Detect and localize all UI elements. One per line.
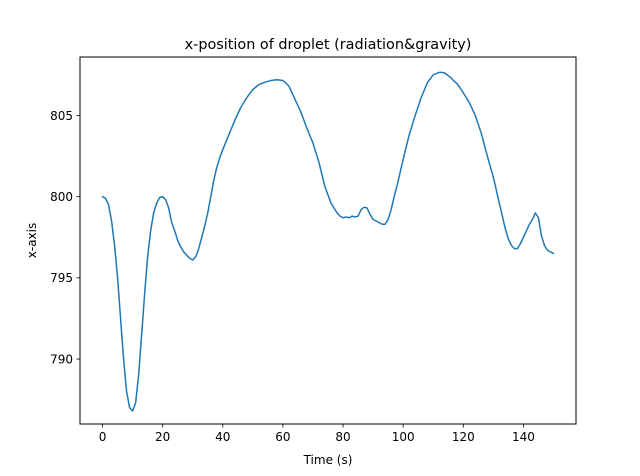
x-axis: 0 20 40 60 80 100 120 140 [99, 424, 535, 444]
x-tick-label: 140 [512, 430, 535, 444]
y-tick-label: 805 [50, 109, 73, 123]
plot-area [79, 56, 577, 425]
x-axis-label: Time (s) [303, 453, 353, 467]
y-tick-label: 800 [50, 190, 73, 204]
x-tick-label: 0 [99, 430, 107, 444]
y-axis-label: x-axis [25, 223, 39, 258]
x-tick-label: 120 [452, 430, 475, 444]
x-tick-label: 80 [335, 430, 350, 444]
axes-frame [79, 56, 577, 425]
x-tick-label: 60 [275, 430, 290, 444]
y-axis: 790 795 800 805 [50, 109, 80, 366]
x-tick-label: 100 [392, 430, 415, 444]
y-tick-label: 790 [50, 352, 73, 366]
series-layer [101, 71, 555, 412]
chart-title: x-position of droplet (radiation&gravity… [185, 37, 472, 53]
series-line-0 [101, 71, 555, 412]
x-tick-label: 20 [155, 430, 170, 444]
y-tick-label: 795 [50, 271, 73, 285]
x-tick-label: 40 [215, 430, 230, 444]
